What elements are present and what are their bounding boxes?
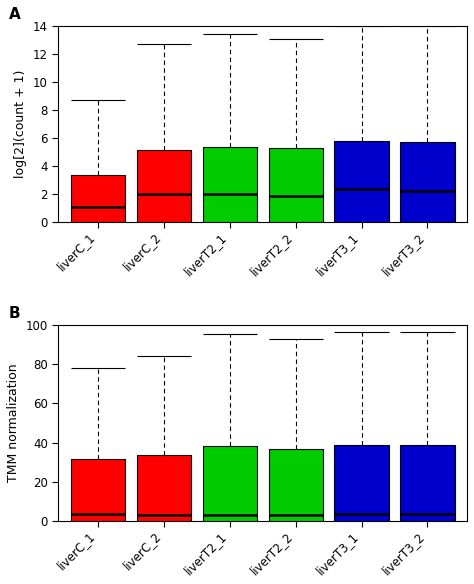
Bar	[202, 147, 257, 223]
Bar	[269, 449, 323, 522]
Text: A: A	[9, 7, 21, 22]
Bar	[401, 444, 455, 522]
Text: B: B	[9, 306, 21, 321]
Bar	[269, 148, 323, 223]
Bar	[335, 141, 389, 223]
Y-axis label: log[2](count + 1): log[2](count + 1)	[14, 70, 27, 178]
Bar	[71, 460, 125, 522]
Bar	[137, 454, 191, 522]
Bar	[137, 150, 191, 223]
Bar	[335, 444, 389, 522]
Bar	[202, 446, 257, 522]
Bar	[401, 142, 455, 223]
Y-axis label: TMM normalization: TMM normalization	[7, 364, 20, 482]
Bar	[71, 175, 125, 223]
